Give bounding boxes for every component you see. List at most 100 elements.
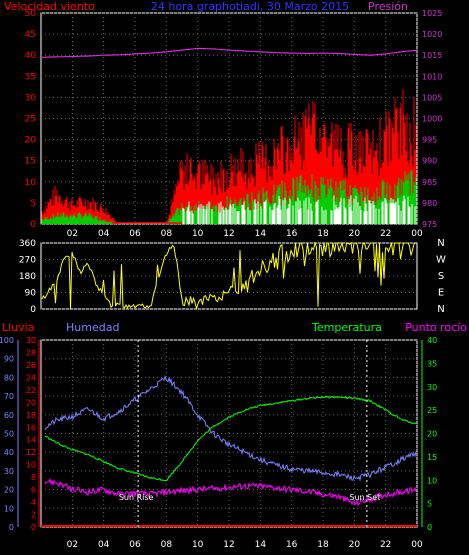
sun-set-label: Sun Set xyxy=(349,493,380,502)
pressure-tick-label: 990 xyxy=(422,157,437,166)
wind-tick-label: 40 xyxy=(25,51,37,61)
pressure-line xyxy=(41,47,418,58)
wind-tick-label: 0 xyxy=(30,220,36,230)
wind-direction-line xyxy=(41,241,416,311)
humidity-tick-label: 70 xyxy=(4,392,14,401)
wind-tick-label: 25 xyxy=(25,115,36,125)
rain-tick-label: 14 xyxy=(26,436,36,445)
temp-x-tick-label: 04 xyxy=(98,540,110,550)
wind-x-tick-label: 00 xyxy=(411,229,423,239)
humidity-tick-label: 10 xyxy=(4,504,14,513)
wind-x-tick-label: 04 xyxy=(98,229,110,239)
temperature-tick-label: 0 xyxy=(427,523,432,532)
compass-label: E xyxy=(438,288,444,299)
rain-tick-label: 6 xyxy=(31,486,36,495)
humidity-tick-label: 20 xyxy=(4,486,14,495)
temp-x-tick-label: 22 xyxy=(380,540,391,550)
rain-tick-label: 12 xyxy=(26,448,36,457)
wind-axis-title: Velocidad viento xyxy=(4,0,95,13)
humidity-tick-label: 40 xyxy=(4,448,14,457)
chart-title: 24 hora graphotiadi, 30 Marzo 2015 xyxy=(151,0,349,13)
temp-x-tick-label: 02 xyxy=(67,540,78,550)
temp-x-tick-label: 12 xyxy=(223,540,234,550)
pressure-tick-label: 980 xyxy=(422,199,437,208)
pressure-axis-title: Presión xyxy=(368,0,408,13)
rain-tick-label: 4 xyxy=(31,498,36,507)
humidity-tick-label: 0 xyxy=(9,523,14,532)
temperature-line xyxy=(44,395,417,482)
wind-x-tick-label: 16 xyxy=(286,229,298,239)
humidity-line xyxy=(44,374,417,482)
dew-point-line xyxy=(44,478,417,507)
rain-tick-label: 16 xyxy=(26,423,36,432)
temp-x-tick-label: 00 xyxy=(411,540,423,550)
temperature-tick-label: 35 xyxy=(427,359,437,368)
rain-tick-label: 28 xyxy=(26,348,36,357)
direction-tick-label: 90 xyxy=(25,289,37,299)
rain-tick-label: 20 xyxy=(26,398,36,407)
rain-tick-label: 8 xyxy=(31,473,36,482)
humidity-tick-label: 30 xyxy=(4,467,14,476)
pressure-tick-label: 1015 xyxy=(422,51,442,60)
direction-tick-label: 0 xyxy=(30,305,36,315)
wind-x-tick-label: 18 xyxy=(317,229,329,239)
compass-label: N xyxy=(437,304,444,315)
rain-tick-label: 24 xyxy=(26,373,36,382)
pressure-tick-label: 985 xyxy=(422,178,437,187)
humidity-tick-label: 90 xyxy=(4,355,14,364)
wind-direction-fill xyxy=(182,195,416,224)
pressure-tick-label: 995 xyxy=(422,136,437,145)
temperature-tick-label: 25 xyxy=(427,406,437,415)
wind-x-tick-label: 14 xyxy=(255,229,267,239)
humidity-tick-label: 50 xyxy=(4,430,14,439)
humidity-tick-label: 100 xyxy=(0,336,14,345)
wind-tick-label: 30 xyxy=(25,93,37,103)
compass-label: W xyxy=(436,255,446,266)
pressure-tick-label: 1020 xyxy=(422,30,442,39)
pressure-tick-label: 1010 xyxy=(422,72,442,81)
pressure-tick-label: 1005 xyxy=(422,93,442,102)
dew-point-label: Punto rocío xyxy=(405,321,467,334)
wind-tick-label: 45 xyxy=(25,30,36,40)
wind-tick-label: 15 xyxy=(25,157,36,167)
pressure-tick-label: 1000 xyxy=(422,115,442,124)
wind-tick-label: 50 xyxy=(25,9,37,19)
wind-tick-label: 10 xyxy=(25,178,37,188)
wind-x-tick-label: 10 xyxy=(192,229,204,239)
temp-x-tick-label: 14 xyxy=(255,540,267,550)
pressure-tick-label: 975 xyxy=(422,220,437,229)
rain-label: Lluvia xyxy=(2,321,34,334)
humidity-tick-label: 80 xyxy=(4,373,14,382)
temperature-tick-label: 30 xyxy=(427,383,437,392)
temp-x-tick-label: 08 xyxy=(161,540,173,550)
compass-label: S xyxy=(438,271,444,282)
temperature-label: Temperatura xyxy=(311,321,382,334)
wind-x-tick-label: 06 xyxy=(129,229,141,239)
temp-x-tick-label: 10 xyxy=(192,540,204,550)
direction-tick-label: 270 xyxy=(19,256,36,266)
wind-x-tick-label: 08 xyxy=(161,229,173,239)
rain-tick-label: 10 xyxy=(26,461,36,470)
rain-tick-label: 2 xyxy=(31,511,36,520)
rain-tick-label: 30 xyxy=(26,336,36,345)
wind-x-tick-label: 20 xyxy=(349,229,361,239)
temperature-tick-label: 40 xyxy=(427,336,437,345)
temperature-tick-label: 15 xyxy=(427,453,437,462)
wind-tick-label: 20 xyxy=(25,136,37,146)
rain-tick-label: 0 xyxy=(31,523,36,532)
wind-x-tick-label: 02 xyxy=(67,229,78,239)
direction-tick-label: 180 xyxy=(19,272,36,282)
wind-x-tick-label: 12 xyxy=(223,229,234,239)
temp-x-tick-label: 18 xyxy=(317,540,329,550)
wind-tick-label: 35 xyxy=(25,72,36,82)
temperature-tick-label: 10 xyxy=(427,476,437,485)
temp-x-tick-label: 06 xyxy=(129,540,141,550)
temperature-tick-label: 5 xyxy=(427,500,432,509)
temperature-tick-label: 20 xyxy=(427,430,437,439)
wind-x-tick-label: 22 xyxy=(380,229,391,239)
sun-rise-label: Sun Rise xyxy=(119,493,154,502)
rain-tick-label: 18 xyxy=(26,411,36,420)
pressure-tick-label: 1025 xyxy=(422,9,442,18)
